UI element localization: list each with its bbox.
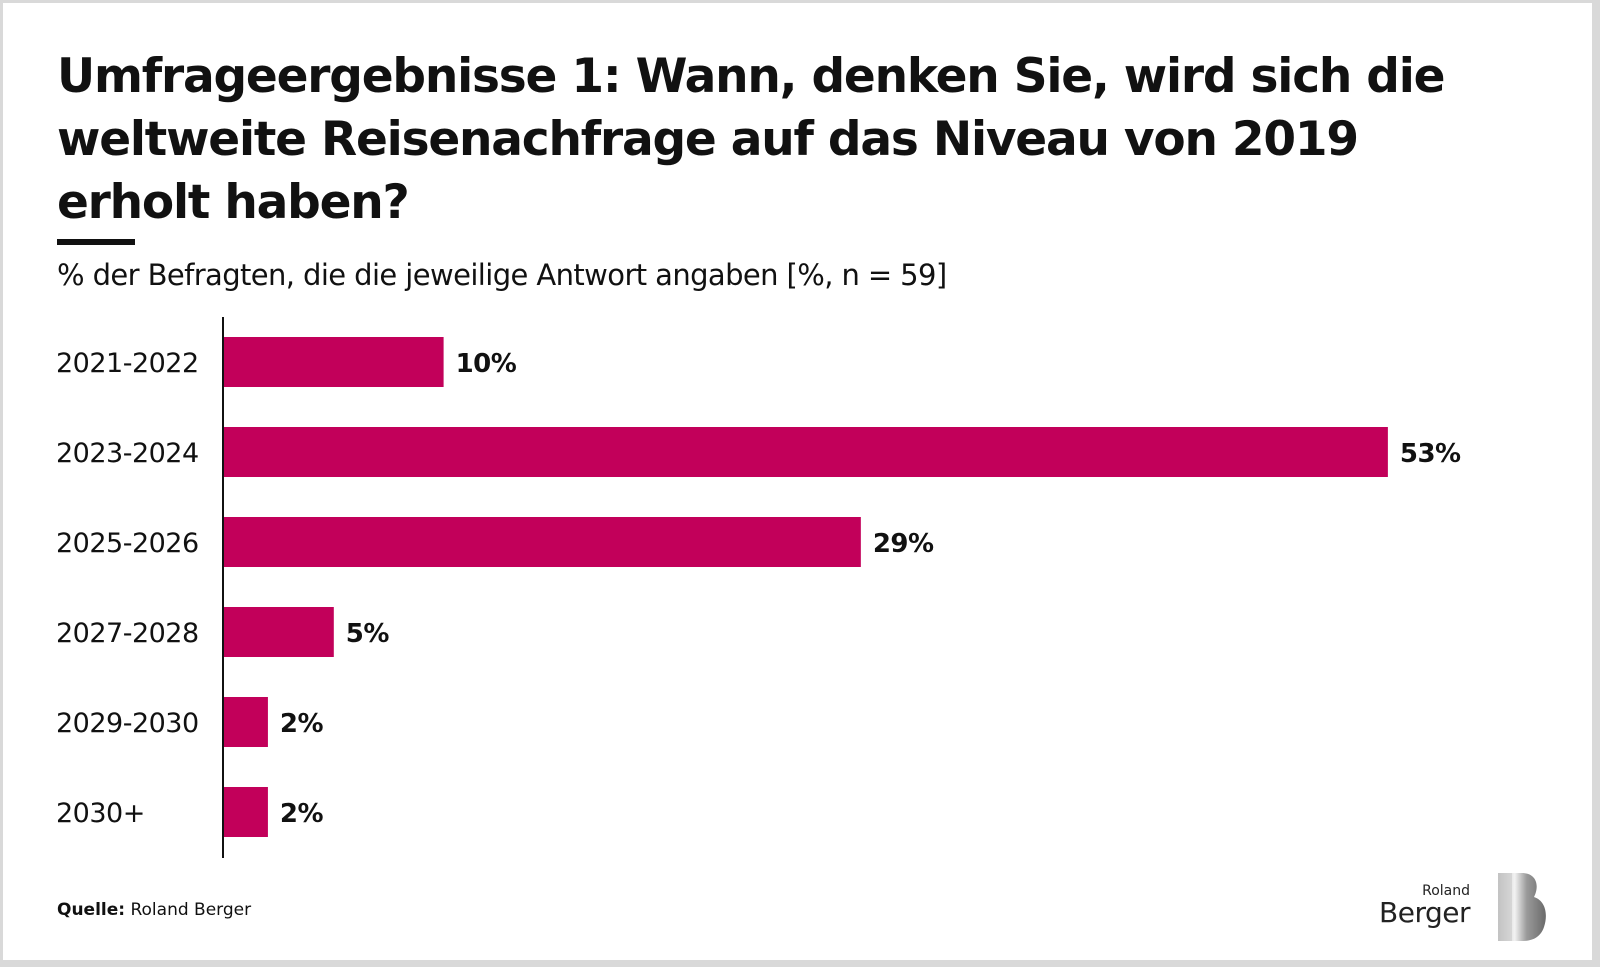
data-label: 53%	[1400, 439, 1461, 469]
bar	[224, 427, 1388, 477]
category-label: 2025-2026	[56, 528, 199, 559]
data-label: 29%	[873, 529, 934, 559]
category-label: 2023-2024	[56, 438, 199, 469]
bar	[224, 697, 268, 747]
chart-subtitle: % der Befragten, die die jeweilige Antwo…	[57, 258, 947, 292]
roland-berger-logo: Roland Berger	[1379, 871, 1548, 951]
chart-card: Umfrageergebnisse 1: Wann, denken Sie, w…	[3, 3, 1592, 960]
data-label: 10%	[456, 349, 517, 379]
logo-text-roland: Roland	[1422, 883, 1470, 899]
chart-title: Umfrageergebnisse 1: Wann, denken Sie, w…	[57, 49, 1446, 230]
category-label: 2027-2028	[56, 618, 199, 649]
source-value: Roland Berger	[130, 900, 252, 920]
logo-text-berger: Berger	[1379, 896, 1470, 929]
data-label: 2%	[280, 799, 324, 829]
logo-b-icon	[1498, 873, 1546, 941]
source-label: Quelle:	[57, 900, 126, 920]
source-note: Quelle: Roland Berger	[57, 900, 251, 920]
bar-chart: 2021-2022 10% 2023-2024 53% 2025-2026 29% 2027…	[56, 317, 1462, 858]
bar	[224, 517, 861, 567]
bar	[224, 787, 268, 837]
bar	[224, 607, 334, 657]
category-label: 2029-2030	[56, 708, 199, 739]
category-label: 2030+	[56, 798, 145, 829]
title-rule	[57, 239, 135, 245]
bar	[224, 337, 444, 387]
data-label: 5%	[346, 619, 390, 649]
category-label: 2021-2022	[56, 348, 199, 379]
data-label: 2%	[280, 709, 324, 739]
